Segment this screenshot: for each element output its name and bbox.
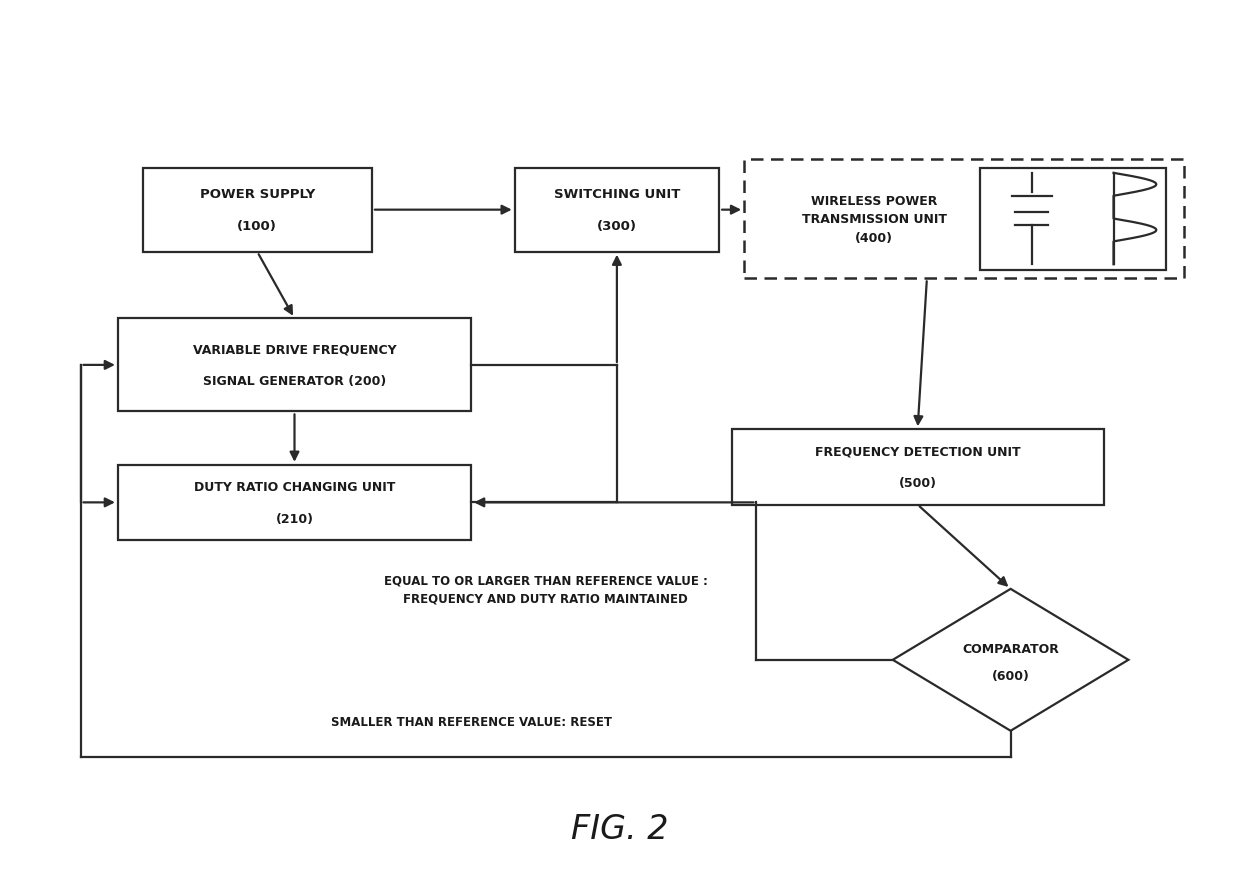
FancyBboxPatch shape (143, 168, 372, 253)
Text: (210): (210) (275, 512, 314, 525)
Text: FIG. 2: FIG. 2 (572, 812, 668, 845)
Text: WIRELESS POWER: WIRELESS POWER (811, 195, 937, 207)
Text: TRANSMISSION UNIT: TRANSMISSION UNIT (802, 213, 946, 225)
Text: DUTY RATIO CHANGING UNIT: DUTY RATIO CHANGING UNIT (193, 480, 396, 494)
FancyBboxPatch shape (118, 465, 471, 540)
FancyBboxPatch shape (744, 159, 1184, 279)
Text: SWITCHING UNIT: SWITCHING UNIT (554, 188, 680, 201)
Text: COMPARATOR: COMPARATOR (962, 642, 1059, 655)
Text: EQUAL TO OR LARGER THAN REFERENCE VALUE :: EQUAL TO OR LARGER THAN REFERENCE VALUE … (383, 574, 708, 587)
Text: (500): (500) (899, 477, 936, 490)
Text: VARIABLE DRIVE FREQUENCY: VARIABLE DRIVE FREQUENCY (192, 343, 397, 356)
FancyBboxPatch shape (980, 168, 1166, 270)
FancyBboxPatch shape (118, 319, 471, 412)
Text: SIGNAL GENERATOR (200): SIGNAL GENERATOR (200) (203, 375, 386, 388)
Text: (300): (300) (596, 220, 637, 233)
Text: (100): (100) (237, 220, 278, 233)
Text: FREQUENCY AND DUTY RATIO MAINTAINED: FREQUENCY AND DUTY RATIO MAINTAINED (403, 592, 688, 604)
FancyBboxPatch shape (732, 430, 1104, 505)
Text: (400): (400) (856, 232, 893, 245)
Text: FREQUENCY DETECTION UNIT: FREQUENCY DETECTION UNIT (815, 445, 1021, 458)
FancyBboxPatch shape (515, 168, 719, 253)
Text: (600): (600) (992, 670, 1029, 682)
Text: POWER SUPPLY: POWER SUPPLY (200, 188, 315, 201)
Polygon shape (893, 589, 1128, 731)
Text: SMALLER THAN REFERENCE VALUE: RESET: SMALLER THAN REFERENCE VALUE: RESET (331, 716, 611, 728)
